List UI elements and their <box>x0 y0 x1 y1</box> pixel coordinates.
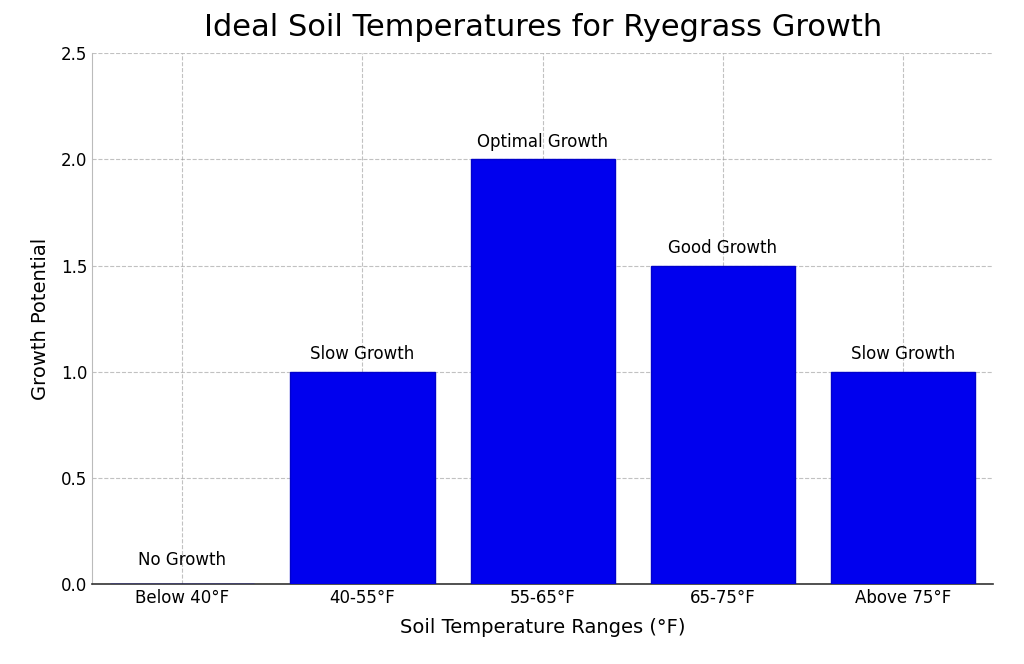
Bar <box>651 266 795 584</box>
Y-axis label: Growth Potential: Growth Potential <box>31 238 50 400</box>
Title: Ideal Soil Temperatures for Ryegrass Growth: Ideal Soil Temperatures for Ryegrass Gro… <box>204 13 882 42</box>
Bar <box>291 372 434 584</box>
X-axis label: Soil Temperature Ranges (°F): Soil Temperature Ranges (°F) <box>400 618 685 637</box>
Text: Slow Growth: Slow Growth <box>851 345 955 363</box>
Text: Optimal Growth: Optimal Growth <box>477 133 608 151</box>
Text: Slow Growth: Slow Growth <box>310 345 415 363</box>
Bar <box>471 159 614 584</box>
Text: Good Growth: Good Growth <box>669 239 777 257</box>
Bar <box>831 372 975 584</box>
Text: No Growth: No Growth <box>138 551 226 570</box>
